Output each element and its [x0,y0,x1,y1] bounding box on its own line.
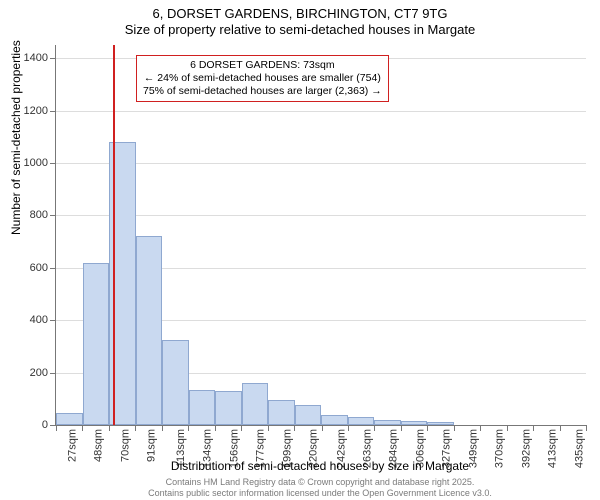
annotation-line: ← 24% of semi-detached houses are smalle… [143,72,382,85]
histogram-bar [189,390,216,425]
x-tick [401,425,402,431]
histogram-bar [374,420,401,425]
x-axis-label: Distribution of semi-detached houses by … [55,459,585,473]
x-tick [454,425,455,431]
histogram-bar [56,413,83,425]
y-tick-label: 600 [30,262,48,274]
x-tick [109,425,110,431]
y-tick [50,58,56,59]
y-tick-label: 1000 [24,157,48,169]
y-tick-label: 0 [42,419,48,431]
x-tick [162,425,163,431]
x-tick [560,425,561,431]
histogram-bar [162,340,189,425]
footer-line-1: Contains HM Land Registry data © Crown c… [55,477,585,487]
gridline [56,215,586,216]
y-tick-label: 1400 [24,52,48,64]
x-tick [135,425,136,431]
x-tick [507,425,508,431]
annotation-line: 75% of semi-detached houses are larger (… [143,85,382,98]
x-tick-label: 48sqm [92,429,104,462]
x-tick [374,425,375,431]
reference-line [113,45,115,425]
y-tick [50,320,56,321]
y-tick-label: 1200 [24,105,48,117]
x-tick-label: 91sqm [146,429,158,462]
gridline [56,163,586,164]
y-tick [50,268,56,269]
y-tick [50,215,56,216]
x-tick [533,425,534,431]
chart-title-line2: Size of property relative to semi-detach… [0,22,600,37]
y-tick [50,163,56,164]
y-tick-label: 400 [30,314,48,326]
x-tick [241,425,242,431]
x-tick-label: 27sqm [67,429,79,462]
x-tick [586,425,587,431]
x-tick [82,425,83,431]
histogram-bar [83,263,110,425]
histogram-bar [427,422,454,425]
histogram-bar [136,236,163,425]
x-tick [348,425,349,431]
x-tick [268,425,269,431]
x-tick [480,425,481,431]
x-tick [215,425,216,431]
histogram-bar [321,415,348,425]
y-tick [50,373,56,374]
histogram-bar [268,400,295,425]
x-tick [294,425,295,431]
y-tick-label: 800 [30,209,48,221]
x-tick [188,425,189,431]
y-tick [50,111,56,112]
annotation-line: 6 DORSET GARDENS: 73sqm [143,59,382,72]
x-tick [427,425,428,431]
histogram-bar [215,391,242,425]
plot-area: 020040060080010001200140027sqm48sqm70sqm… [55,45,586,426]
x-tick-label: 70sqm [120,429,132,462]
chart-title-line1: 6, DORSET GARDENS, BIRCHINGTON, CT7 9TG [0,6,600,21]
y-tick-label: 200 [30,367,48,379]
annotation-box: 6 DORSET GARDENS: 73sqm← 24% of semi-det… [136,55,389,102]
footer-line-2: Contains public sector information licen… [55,488,585,498]
x-tick [322,425,323,431]
x-tick [56,425,57,431]
attribution-footer: Contains HM Land Registry data © Crown c… [55,477,585,498]
histogram-bar [401,421,428,425]
gridline [56,111,586,112]
histogram-bar [242,383,269,425]
histogram-bar [295,405,322,425]
y-axis-label: Number of semi-detached properties [9,40,23,235]
histogram-bar [348,417,375,425]
